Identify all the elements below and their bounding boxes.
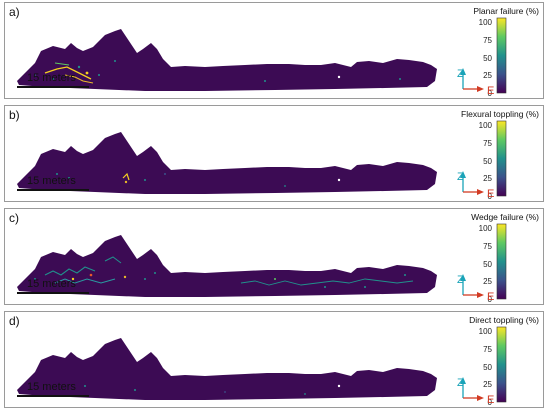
orientation-axes: Z E (457, 274, 494, 303)
failure-hotspots (34, 256, 414, 288)
axis-z-label: Z (457, 377, 464, 389)
tick-100: 100 (479, 121, 493, 130)
colorbar-title: Planar failure (%) (473, 6, 539, 16)
scale-bar (17, 86, 89, 88)
tick-25: 25 (483, 71, 492, 80)
tick-25: 25 (483, 174, 492, 183)
colorbar-gradient (496, 326, 507, 403)
failure-hotspots (84, 384, 341, 395)
panel-letter: d) (9, 314, 20, 328)
colorbar: 100 75 50 25 0 (479, 120, 507, 201)
tick-25: 25 (483, 277, 492, 286)
failure-hotspots (56, 172, 341, 187)
panel-graphic: 100 75 50 25 0 Z E (17, 223, 507, 304)
colorbar: 100 75 50 25 0 (479, 17, 507, 98)
colorbar-gradient (496, 120, 507, 197)
colorbar-title: Direct toppling (%) (469, 315, 539, 325)
tick-0: 0 (488, 89, 493, 98)
axis-e-label: E (487, 85, 494, 97)
axis-z-label: Z (457, 171, 464, 183)
colorbar-title: Wedge failure (%) (471, 212, 539, 222)
panel-flexural-toppling: b) Flexural toppling (%) 100 75 50 25 0 (4, 105, 544, 202)
rock-outcrop-mesh (17, 29, 437, 91)
panel-letter: a) (9, 5, 20, 19)
axis-e-label: E (487, 188, 494, 200)
rock-outcrop-mesh (17, 338, 437, 400)
rock-outcrop-mesh (17, 235, 437, 297)
orientation-axes: Z E (457, 171, 494, 200)
tick-50: 50 (483, 54, 492, 63)
scale-bar-label: 15 meters (27, 381, 76, 393)
axis-e-label: E (487, 394, 494, 406)
scale-bar (17, 189, 89, 191)
tick-75: 75 (483, 345, 492, 354)
tick-50: 50 (483, 157, 492, 166)
panel-wedge-failure: c) Wedge failure (%) 100 75 50 25 0 (4, 208, 544, 305)
failure-hotspots (34, 60, 401, 84)
colorbar: 100 75 50 25 0 (479, 326, 507, 407)
colorbar: 100 75 50 25 0 (479, 223, 507, 304)
colorbar-gradient (496, 17, 507, 94)
colorbar-title: Flexural toppling (%) (461, 109, 539, 119)
axis-e-label: E (487, 291, 494, 303)
panel-planar-failure: a) Planar failure (%) 100 75 50 25 0 (4, 2, 544, 99)
axis-z-label: Z (457, 68, 464, 80)
tick-0: 0 (488, 398, 493, 407)
scale-bar (17, 395, 89, 397)
tick-75: 75 (483, 139, 492, 148)
tick-100: 100 (479, 327, 493, 336)
panel-direct-toppling: d) Direct toppling (%) 100 75 50 25 0 Z … (4, 311, 544, 408)
panel-graphic: 100 75 50 25 0 Z E (17, 17, 507, 98)
panel-graphic: 100 75 50 25 0 Z E (17, 120, 507, 201)
panel-letter: b) (9, 108, 20, 122)
colorbar-gradient (496, 223, 507, 300)
scale-bar (17, 292, 89, 294)
orientation-axes: Z E (457, 377, 494, 406)
tick-100: 100 (479, 224, 493, 233)
rock-outcrop-mesh (17, 132, 437, 194)
tick-100: 100 (479, 18, 493, 27)
tick-50: 50 (483, 363, 492, 372)
tick-75: 75 (483, 36, 492, 45)
panel-letter: c) (9, 211, 19, 225)
tick-0: 0 (488, 295, 493, 304)
scale-bar-label: 15 meters (27, 278, 76, 290)
scale-bar-label: 15 meters (27, 72, 76, 84)
scale-bar-label: 15 meters (27, 175, 76, 187)
tick-75: 75 (483, 242, 492, 251)
panel-graphic: 100 75 50 25 0 Z E (17, 326, 507, 407)
tick-50: 50 (483, 260, 492, 269)
axis-z-label: Z (457, 274, 464, 286)
tick-0: 0 (488, 192, 493, 201)
orientation-axes: Z E (457, 68, 494, 97)
tick-25: 25 (483, 380, 492, 389)
